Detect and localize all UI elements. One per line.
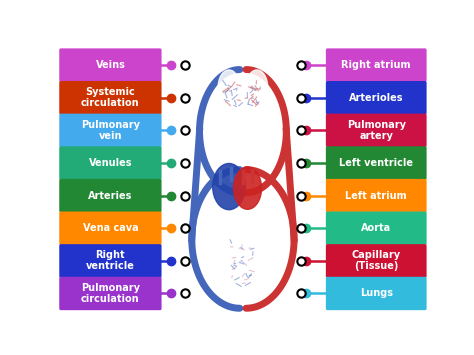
Ellipse shape (234, 167, 262, 209)
Ellipse shape (228, 231, 258, 293)
FancyBboxPatch shape (326, 277, 427, 310)
Text: Systemic
circulation: Systemic circulation (81, 87, 140, 108)
Text: Arterioles: Arterioles (349, 93, 403, 103)
FancyBboxPatch shape (59, 146, 162, 180)
FancyBboxPatch shape (59, 212, 162, 245)
Text: Capillary
(Tissue): Capillary (Tissue) (352, 250, 401, 271)
Ellipse shape (246, 70, 268, 105)
Text: Lungs: Lungs (360, 289, 393, 299)
Text: Left ventricle: Left ventricle (339, 158, 413, 168)
Ellipse shape (218, 70, 240, 105)
Text: Veins: Veins (95, 60, 125, 70)
FancyBboxPatch shape (59, 277, 162, 310)
FancyBboxPatch shape (59, 48, 162, 82)
Text: Arteries: Arteries (88, 191, 133, 201)
Text: Right atrium: Right atrium (341, 60, 411, 70)
Text: Pulmonary
circulation: Pulmonary circulation (81, 283, 140, 304)
Text: Pulmonary
vein: Pulmonary vein (81, 120, 140, 141)
FancyBboxPatch shape (59, 81, 162, 114)
FancyBboxPatch shape (326, 212, 427, 245)
FancyBboxPatch shape (326, 81, 427, 114)
FancyBboxPatch shape (59, 244, 162, 278)
Text: Pulmonary
artery: Pulmonary artery (346, 120, 406, 141)
Ellipse shape (213, 164, 245, 210)
FancyBboxPatch shape (326, 179, 427, 212)
Text: Right
ventricle: Right ventricle (86, 250, 135, 271)
FancyBboxPatch shape (326, 146, 427, 180)
FancyBboxPatch shape (326, 244, 427, 278)
Text: Venules: Venules (89, 158, 132, 168)
Text: Left atrium: Left atrium (346, 191, 407, 201)
FancyBboxPatch shape (59, 114, 162, 147)
FancyBboxPatch shape (326, 48, 427, 82)
Text: Vena cava: Vena cava (82, 223, 138, 233)
FancyBboxPatch shape (326, 114, 427, 147)
Text: Aorta: Aorta (361, 223, 392, 233)
FancyBboxPatch shape (59, 179, 162, 212)
